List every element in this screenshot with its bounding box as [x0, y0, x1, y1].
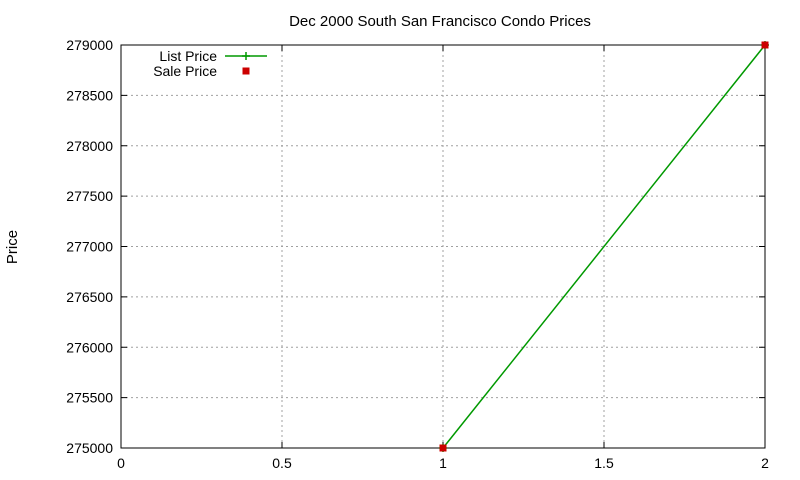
- y-tick-label: 275000: [66, 440, 113, 456]
- series-line: [442, 44, 766, 449]
- legend-marker: [242, 67, 250, 75]
- series-sale-price: [439, 41, 769, 452]
- y-tick-label: 275500: [66, 390, 113, 406]
- x-tick-label: 1: [439, 455, 447, 471]
- gridlines: [121, 45, 765, 448]
- x-tick-label: 0.5: [272, 455, 292, 471]
- chart-title: Dec 2000 South San Francisco Condo Price…: [289, 13, 591, 30]
- legend-label: List Price: [159, 48, 217, 64]
- x-tick-label: 1.5: [594, 455, 614, 471]
- y-tick-label: 276500: [66, 289, 113, 305]
- x-tick-label: 2: [761, 455, 769, 471]
- data-point: [761, 41, 769, 49]
- y-tick-label: 278000: [66, 138, 113, 154]
- y-tick-label: 276000: [66, 339, 113, 355]
- y-axis-label: Price: [4, 230, 21, 264]
- y-tick-label: 279000: [66, 37, 113, 53]
- axis-ticks: 275000 275500 276000 276500 277000 277500 2780…: [66, 37, 769, 471]
- y-tick-label: 277000: [66, 239, 113, 255]
- y-tick-label: 277500: [66, 188, 113, 204]
- series-layer: [439, 41, 769, 452]
- data-point: [439, 444, 447, 452]
- y-tick-label: 278500: [66, 87, 113, 103]
- legend-marker: [242, 52, 250, 60]
- x-tick-label: 0: [117, 455, 125, 471]
- legend-label: Sale Price: [153, 63, 217, 79]
